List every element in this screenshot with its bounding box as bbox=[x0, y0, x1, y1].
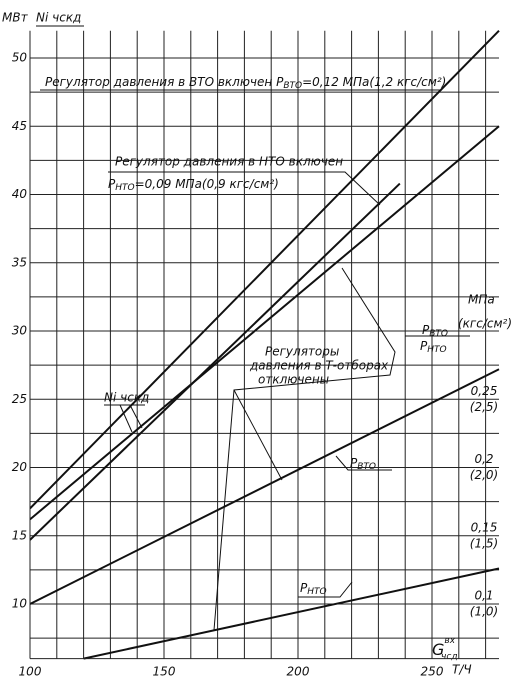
leader bbox=[119, 404, 133, 433]
x-tick-label: 150 bbox=[153, 665, 176, 679]
leader bbox=[298, 581, 353, 598]
leader bbox=[335, 455, 392, 471]
series-line bbox=[30, 30, 500, 510]
y2-tick-label: 0,25 bbox=[471, 384, 498, 398]
y-tick-label: 40 bbox=[12, 187, 28, 201]
plot-area bbox=[30, 30, 500, 660]
y-tick-label: 15 bbox=[12, 528, 27, 542]
annotation: PНТО bbox=[300, 581, 327, 597]
y2-label: PНТО bbox=[420, 339, 447, 355]
y2-tick-label: (2,0) bbox=[470, 468, 498, 482]
y-tick-label: 50 bbox=[12, 51, 28, 65]
series-line bbox=[83, 567, 500, 660]
series-line bbox=[30, 182, 401, 541]
y2-label: PВТО bbox=[422, 323, 448, 339]
y2-unit-alt: (кгс/см²) bbox=[458, 317, 512, 331]
y2-tick-label: 0,15 bbox=[471, 520, 498, 534]
x-label: Gвх чсд bbox=[432, 636, 458, 662]
y2-tick-label: 0,2 bbox=[474, 452, 493, 466]
annotation: PНТО=0,09 МПа(0,9 кгс/см²) bbox=[108, 177, 279, 193]
annotation: Регулятор давления в ВТО включен PВТО=0,… bbox=[45, 75, 446, 91]
x-tick-label: 100 bbox=[19, 665, 42, 679]
series-line bbox=[30, 125, 500, 521]
y2-tick-label: 0,1 bbox=[474, 589, 493, 603]
annotation: Регуляторы bbox=[265, 345, 339, 359]
annotation: давления в Т-отборах bbox=[249, 359, 389, 373]
y-tick-label: 45 bbox=[12, 119, 27, 133]
leader bbox=[108, 171, 381, 206]
x-tick-label: 250 bbox=[421, 665, 444, 679]
y2-tick-label: (1,0) bbox=[470, 605, 498, 619]
y2-tick-label: (1,5) bbox=[470, 536, 498, 550]
y-tick-label: 25 bbox=[12, 392, 27, 406]
y-unit: МВт bbox=[2, 11, 29, 25]
annotation: PВТО bbox=[350, 456, 376, 472]
y-tick-label: 10 bbox=[12, 597, 28, 611]
annotation: Ni чскд bbox=[104, 391, 149, 405]
x-unit: Т/Ч bbox=[452, 663, 472, 677]
y2-unit: МПа bbox=[468, 293, 495, 307]
leader bbox=[233, 389, 283, 481]
y-tick-label: 30 bbox=[12, 324, 28, 338]
y-tick-label: 35 bbox=[12, 255, 27, 269]
leader bbox=[129, 404, 143, 429]
series-line bbox=[30, 368, 500, 605]
y-label: Ni чскд bbox=[36, 11, 81, 25]
y-tick-label: 20 bbox=[12, 460, 28, 474]
x-tick-label: 200 bbox=[287, 665, 310, 679]
annotation: Регулятор давления в НТО включен bbox=[115, 155, 343, 169]
y2-tick-label: (2,5) bbox=[470, 400, 498, 414]
leader bbox=[213, 267, 396, 631]
